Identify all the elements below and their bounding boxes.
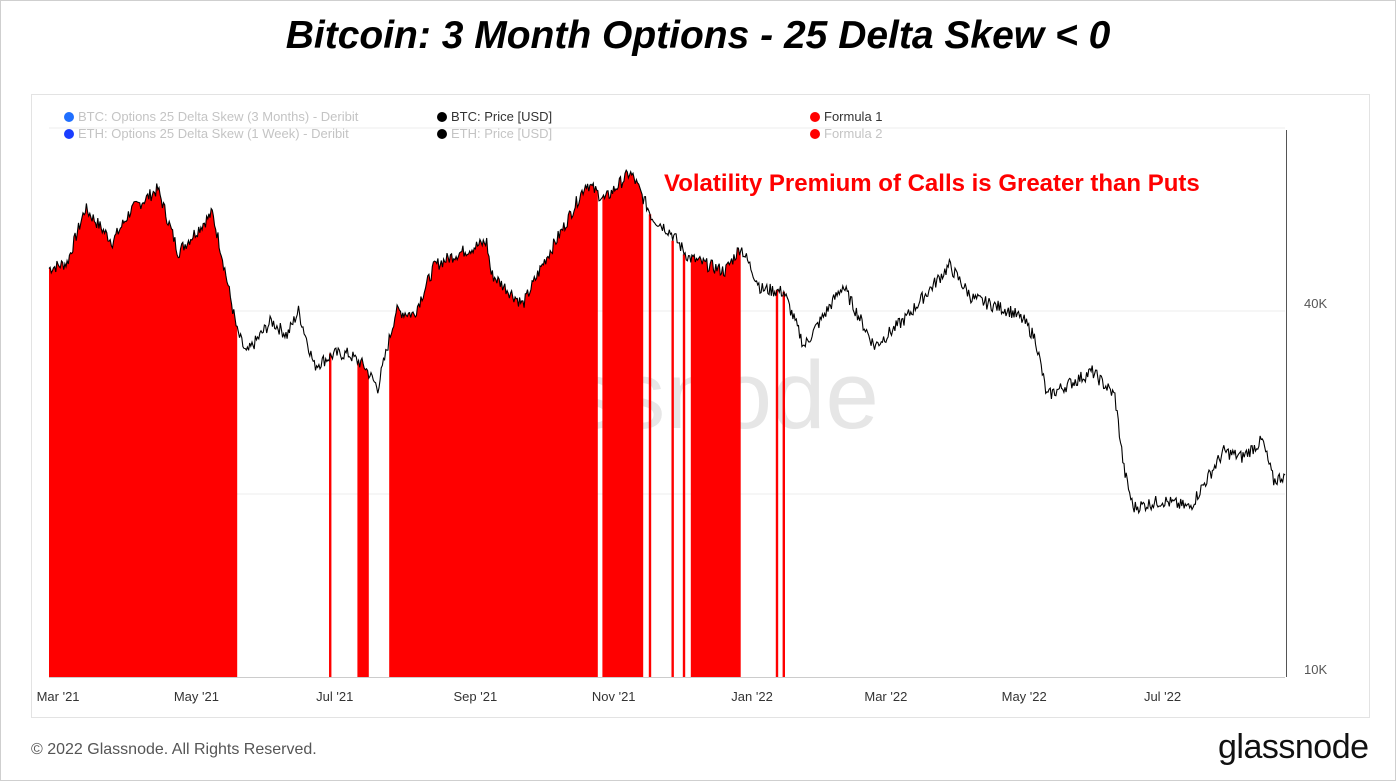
x-tick-label: Sep '21 (454, 689, 498, 704)
chart-axes: Mar '21 May '21 Jul '21 Sep '21 Nov '21 Jan '… (37, 130, 1327, 704)
legend-label: Formula 2 (824, 126, 883, 141)
legend-dot-icon (810, 128, 820, 139)
legend-label: Formula 1 (824, 109, 883, 124)
x-tick-label: Mar '22 (864, 689, 907, 704)
legend-dot-icon (64, 128, 74, 139)
legend-item[interactable]: Formula 2 (810, 126, 883, 141)
legend-dot-icon (437, 128, 447, 139)
legend-dot-icon (810, 111, 820, 122)
copyright-footer: © 2022 Glassnode. All Rights Reserved. (31, 741, 317, 758)
formula-1-area (49, 183, 238, 677)
btc-price-series (48, 168, 1286, 515)
x-tick-label: Jul '21 (316, 689, 353, 704)
legend-item[interactable]: ETH: Price [USD] (437, 126, 552, 141)
formula-1-area (389, 183, 598, 677)
chart-annotation: Volatility Premium of Calls is Greater t… (664, 170, 1200, 197)
formula-1-bar (682, 254, 686, 677)
y-tick-label: 40K (1304, 296, 1327, 311)
x-tick-label: Jul '22 (1144, 689, 1181, 704)
legend-item[interactable]: BTC: Price [USD] (437, 109, 552, 124)
x-tick-label: Mar '21 (37, 689, 80, 704)
y-tick-label: 10K (1304, 662, 1327, 677)
legend-label: BTC: Price [USD] (451, 109, 553, 124)
legend-item[interactable]: ETH: Options 25 Delta Skew (1 Week) - De… (64, 126, 349, 141)
formula-1-bar (648, 214, 652, 678)
x-tick-label: May '21 (174, 689, 219, 704)
legend-dot-icon (437, 111, 447, 122)
glassnode-logo: glassnode (1218, 728, 1369, 766)
formula-1-area (357, 358, 369, 677)
formula-1-bar (782, 291, 785, 677)
x-tick-label: Nov '21 (592, 689, 636, 704)
btc-price-line (48, 168, 1286, 515)
gridlines (49, 127, 1285, 495)
legend-item[interactable]: BTC: Options 25 Delta Skew (3 Months) - … (64, 109, 358, 124)
formula-1-area (602, 170, 644, 677)
legend-dot-icon (64, 111, 74, 122)
formula-1-bar (329, 353, 332, 677)
formula-1-bar (671, 240, 674, 677)
x-tick-label: May '22 (1002, 689, 1047, 704)
formula-1-area (690, 247, 741, 677)
legend-label: BTC: Options 25 Delta Skew (3 Months) - … (78, 109, 359, 124)
chart-title: Bitcoin: 3 Month Options - 25 Delta Skew… (285, 14, 1111, 57)
x-tick-label: Jan '22 (731, 689, 773, 704)
legend-item[interactable]: Formula 1 (810, 109, 883, 124)
legend-label: ETH: Options 25 Delta Skew (1 Week) - De… (78, 126, 349, 141)
formula-1-bar (775, 289, 779, 677)
legend-label: ETH: Price [USD] (451, 126, 553, 141)
formula-1-areas (49, 170, 785, 678)
